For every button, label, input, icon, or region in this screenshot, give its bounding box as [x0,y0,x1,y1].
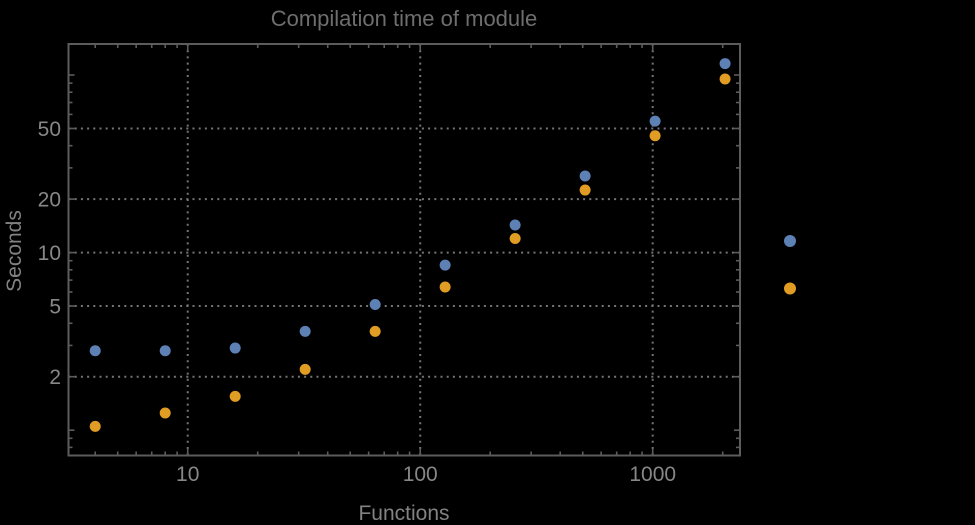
point-blue-x128 [439,259,451,271]
point-blue-x16 [229,342,241,354]
point-orange-x8 [159,407,171,419]
point-blue-x2048 [719,58,731,70]
y-tick-label-2: 2 [49,366,61,389]
point-orange-x16 [229,390,241,402]
point-blue-x8 [159,345,171,357]
y-tick-label-10: 10 [38,242,61,265]
y-tick-label-5: 5 [49,296,61,319]
point-orange-x2048 [719,73,731,85]
point-orange-x512 [579,184,591,196]
point-orange-x64 [369,325,381,337]
point-blue-x4 [89,345,101,357]
point-blue-x512 [579,170,591,182]
point-orange-x256 [509,233,521,245]
point-blue-x32 [299,325,311,337]
gridlines [68,44,740,456]
x-tick-label-10: 10 [176,463,199,486]
legend-marker-blue [784,235,796,247]
legend-markers [784,235,796,295]
legend-marker-orange [784,282,796,295]
data-points [89,58,731,432]
axis-tick-labels: 10 100 1000 2 5 10 20 50 [38,118,676,486]
x-tick-label-1000: 1000 [629,463,676,486]
axis-ticks [68,44,740,456]
y-tick-label-20: 20 [38,189,61,212]
point-blue-x64 [369,299,381,311]
x-tick-label-100: 100 [403,463,438,486]
x-axis-label: Functions [358,502,449,525]
y-tick-label-50: 50 [38,118,61,141]
y-axis-label: Seconds [3,210,26,292]
plot-frame [67,43,741,457]
point-blue-x256 [509,219,521,231]
point-blue-x1024 [649,115,661,127]
point-orange-x4 [89,420,101,432]
point-orange-x32 [299,363,311,375]
point-orange-x128 [439,281,451,293]
chart-title: Compilation time of module [271,6,538,31]
point-orange-x1024 [649,130,661,142]
frame-rect [67,43,741,457]
